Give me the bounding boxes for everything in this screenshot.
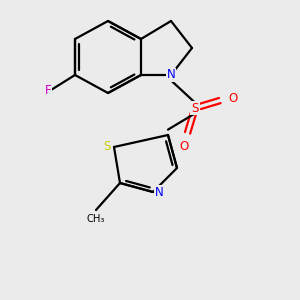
Text: S: S — [104, 140, 111, 154]
Text: CH₃: CH₃ — [87, 214, 105, 224]
Text: O: O — [180, 140, 189, 153]
Text: O: O — [229, 92, 238, 106]
Text: S: S — [191, 101, 199, 115]
Text: N: N — [167, 68, 176, 82]
Text: F: F — [45, 83, 51, 97]
Text: N: N — [155, 185, 164, 199]
